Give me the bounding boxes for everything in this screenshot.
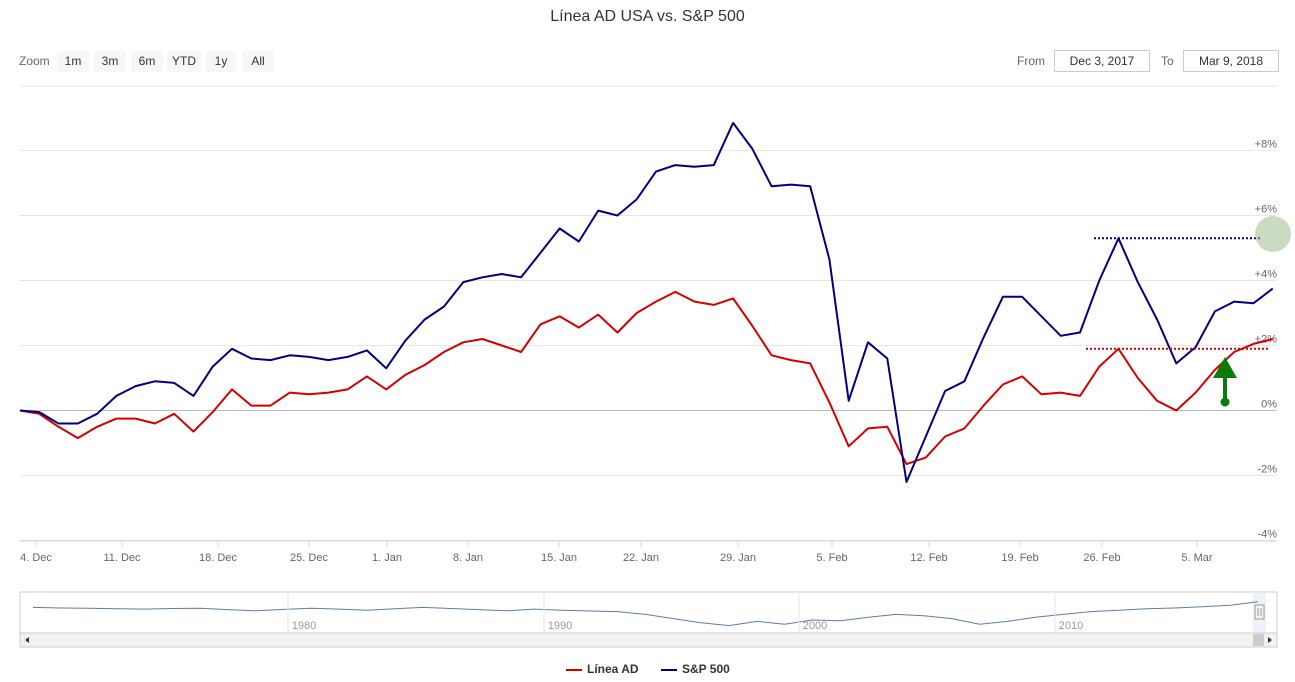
x-tick-label: 8. Jan (453, 552, 483, 564)
zoom-ytd-button[interactable]: YTD (167, 51, 201, 72)
range-to-input[interactable]: Mar 9, 2018 (1183, 50, 1279, 72)
navigator-series-line (32, 601, 1259, 627)
zoom-3m-button[interactable]: 3m (94, 51, 126, 72)
x-tick-label: 12. Feb (910, 552, 947, 564)
arrow-base-dot (1220, 397, 1230, 407)
x-tick-label: 19. Feb (1001, 552, 1038, 564)
scrollbar-track (19, 632, 1278, 648)
x-tick-label: 1. Jan (372, 552, 402, 564)
x-tick-label: 5. Mar (1181, 552, 1213, 564)
y-tick-label: 0% (1261, 399, 1277, 411)
scrollbar-thumb (1253, 634, 1264, 646)
navigator-frame (19, 591, 1278, 634)
zoom-all-button[interactable]: All (242, 51, 274, 72)
x-tick-label: 22. Jan (623, 552, 659, 564)
x-tick-label: 29. Jan (720, 552, 756, 564)
y-tick-label: +4% (1255, 269, 1278, 281)
legend-label-sp500: S&P 500 (682, 662, 730, 676)
arrow-head (1213, 357, 1237, 378)
legend-swatch-sp500 (661, 668, 677, 671)
scrollbar-right-arrow (1268, 637, 1272, 643)
range-to-label: To (1161, 54, 1174, 68)
navigator-year-label: 2000 (803, 620, 827, 632)
x-tick-label: 5. Feb (816, 552, 847, 564)
chart-title: Línea AD USA vs. S&P 500 (550, 8, 745, 25)
x-tick-label: 4. Dec (20, 552, 52, 564)
navigator-year-label: 2010 (1059, 620, 1083, 632)
zoom-6m-button[interactable]: 6m (131, 51, 163, 72)
x-tick-label: 18. Dec (199, 552, 237, 564)
x-tick-label: 11. Dec (103, 552, 141, 564)
series-line-sp500 (19, 121, 1274, 483)
legend-item-ad[interactable]: Línea AD (566, 662, 639, 676)
legend-item-sp500[interactable]: S&P 500 (661, 662, 730, 676)
zoom-1y-button[interactable]: 1y (206, 51, 236, 72)
legend-label-ad: Línea AD (587, 662, 639, 676)
zoom-1m-button[interactable]: 1m (57, 51, 89, 72)
y-tick-label: -4% (1257, 529, 1277, 541)
navigator-year-label: 1980 (292, 620, 316, 632)
y-tick-label: -2% (1257, 464, 1277, 476)
x-tick-label: 15. Jan (541, 552, 577, 564)
navigator-handle (1254, 604, 1265, 620)
range-from-label: From (1017, 54, 1045, 68)
legend-swatch-ad (566, 668, 582, 671)
series-line-ad (19, 290, 1273, 466)
x-tick-label: 25. Dec (290, 552, 328, 564)
highlight-circle (1255, 216, 1291, 252)
scrollbar-left-arrow (25, 637, 29, 643)
y-tick-label: +8% (1255, 139, 1278, 151)
navigator-year-label: 1990 (548, 620, 572, 632)
y-tick-label: +6% (1255, 204, 1278, 216)
zoom-label: Zoom (19, 54, 50, 68)
range-from-input[interactable]: Dec 3, 2017 (1054, 50, 1150, 72)
x-tick-label: 26. Feb (1083, 552, 1120, 564)
